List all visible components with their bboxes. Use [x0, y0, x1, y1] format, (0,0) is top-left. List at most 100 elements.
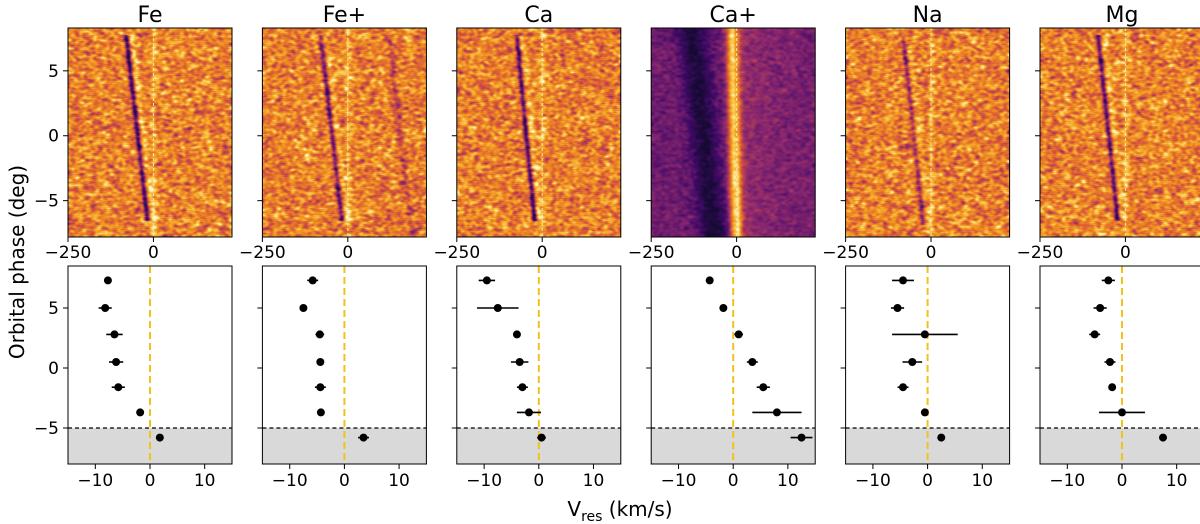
data-point-mg-3: [1105, 358, 1114, 366]
panel-title-na: Na: [913, 3, 943, 28]
heatmap-frame: [261, 27, 427, 238]
data-point-fe-plus-0: [308, 276, 317, 285]
data-point-na-6: [937, 433, 946, 442]
heatmap-mg: [1040, 28, 1200, 237]
bottom-x-tick-label: 10: [388, 471, 410, 491]
data-point-na-5: [920, 408, 929, 417]
heatmap-ca: [456, 28, 621, 237]
top-x-tick-label: 0: [342, 243, 353, 263]
heatmap-frame: [845, 27, 1011, 238]
bottom-x-tick-label: 0: [922, 471, 933, 491]
data-point-ca-plus-6: [797, 433, 806, 442]
top-x-tick-label: 0: [926, 243, 937, 263]
data-point-ca-3: [515, 358, 524, 366]
top-x-tick-label: 0: [148, 243, 159, 263]
data-point-ca-2: [512, 330, 521, 339]
x-axis-label-unit: (km/s): [602, 497, 672, 521]
data-point-mg-2: [1090, 330, 1099, 339]
shaded-region: [1040, 428, 1200, 464]
bottom-x-tick-label: 0: [533, 471, 544, 491]
bottom-x-tick-label: 10: [583, 471, 605, 491]
data-point-ca-plus-3: [748, 358, 757, 366]
top-x-tick-label: −250: [822, 243, 869, 263]
data-point-ca-plus-4: [759, 383, 768, 392]
bottom-x-tick-label: −10: [77, 471, 113, 491]
data-point-fe-plus-3: [316, 358, 325, 366]
panel-title-ca: Ca: [524, 3, 553, 28]
top-y-tick-label: 5: [48, 62, 59, 82]
data-point-mg-6: [1159, 433, 1167, 442]
bottom-x-tick-label: 0: [728, 471, 739, 491]
heatmap-frame: [456, 27, 622, 238]
data-point-ca-plus-2: [734, 330, 743, 339]
data-point-fe-6: [155, 433, 164, 442]
panel-column-mg: Mg −250 0 −10 0 10: [1017, 3, 1200, 491]
bottom-x-tick-label: −10: [466, 471, 502, 491]
data-point-fe-0: [103, 276, 112, 285]
bottom-x-tick-label: 0: [145, 471, 156, 491]
top-x-tick-label: 0: [731, 243, 742, 263]
data-point-ca-4: [518, 383, 527, 392]
data-point-ca-plus-0: [705, 276, 714, 285]
bottom-x-tick-label: −10: [1049, 471, 1085, 491]
data-point-fe-5: [136, 408, 145, 417]
data-point-ca-5: [524, 408, 533, 417]
heatmap-frame: [650, 27, 816, 238]
bottom-x-tick-label: 10: [971, 471, 993, 491]
bottom-x-tick-label: −10: [661, 471, 697, 491]
data-point-ca-6: [537, 433, 546, 442]
panel-column-ca-plus: Ca+ −250 0 −10 0 10: [628, 3, 816, 491]
data-point-fe-plus-5: [316, 408, 325, 417]
bottom-x-tick-label: 0: [339, 471, 350, 491]
panel-title-fe: Fe: [138, 3, 163, 28]
top-x-tick-label: −250: [1017, 243, 1064, 263]
top-x-tick-label: −250: [433, 243, 480, 263]
data-point-fe-2: [110, 330, 119, 339]
bottom-x-tick-label: 10: [1166, 471, 1188, 491]
top-x-tick-label: −250: [628, 243, 675, 263]
panel-title-ca-plus: Ca+: [710, 3, 757, 28]
data-point-fe-plus-1: [299, 304, 308, 312]
panel-title-mg: Mg: [1106, 3, 1139, 28]
bottom-y-tick-label: 0: [48, 359, 59, 379]
x-axis-label-subscript: res: [581, 509, 602, 524]
data-point-fe-plus-6: [359, 433, 368, 442]
bottom-x-tick-label: −10: [272, 471, 308, 491]
bottom-x-tick-label: 10: [194, 471, 216, 491]
x-axis-label: Vres (km/s): [567, 497, 672, 524]
data-point-na-4: [899, 383, 907, 392]
top-x-tick-label: −250: [45, 243, 92, 263]
panel-column-fe-plus: Fe+ −250 0 −10 0 10: [239, 3, 427, 491]
panel-title-fe-plus: Fe+: [323, 3, 366, 28]
data-point-fe-plus-2: [315, 330, 324, 339]
top-y-tick-label: −5: [34, 192, 59, 212]
panel-column-fe: Fe −250 0 −5 0 5 −10 0 10 −5 0 5: [34, 3, 233, 491]
heatmap-fe-plus: [262, 28, 427, 237]
data-point-mg-5: [1118, 408, 1126, 417]
data-point-na-0: [899, 276, 907, 285]
data-point-fe-3: [112, 358, 121, 366]
top-x-tick-label: 0: [537, 243, 548, 263]
data-point-mg-0: [1104, 276, 1113, 285]
data-point-ca-plus-5: [772, 408, 781, 417]
data-point-ca-1: [493, 304, 502, 312]
heatmap-na: [845, 28, 1010, 237]
heatmap-fe: [68, 28, 232, 237]
data-point-na-1: [893, 304, 902, 312]
bottom-x-tick-label: 0: [1117, 471, 1128, 491]
top-x-tick-label: −250: [239, 243, 286, 263]
bottom-x-tick-label: −10: [855, 471, 891, 491]
data-point-fe-4: [114, 383, 123, 392]
heatmap-ca-plus: [651, 28, 816, 237]
data-point-ca-plus-1: [719, 304, 728, 312]
heatmap-frame: [1039, 27, 1200, 238]
panels-group: Fe −250 0 −5 0 5 −10 0 10 −5 0 5 Fe+ −250 0 −10 0 10 Ca −25…: [34, 3, 1200, 491]
bottom-y-tick-label: 5: [48, 299, 59, 319]
bottom-x-tick-label: 10: [777, 471, 799, 491]
top-y-tick-label: 0: [48, 127, 59, 147]
bottom-y-tick-label: −5: [34, 419, 59, 439]
panel-column-na: Na −250 0 −10 0 10: [822, 3, 1011, 491]
data-point-fe-plus-4: [316, 383, 325, 392]
panel-column-ca: Ca −250 0 −10 0 10: [433, 3, 622, 491]
